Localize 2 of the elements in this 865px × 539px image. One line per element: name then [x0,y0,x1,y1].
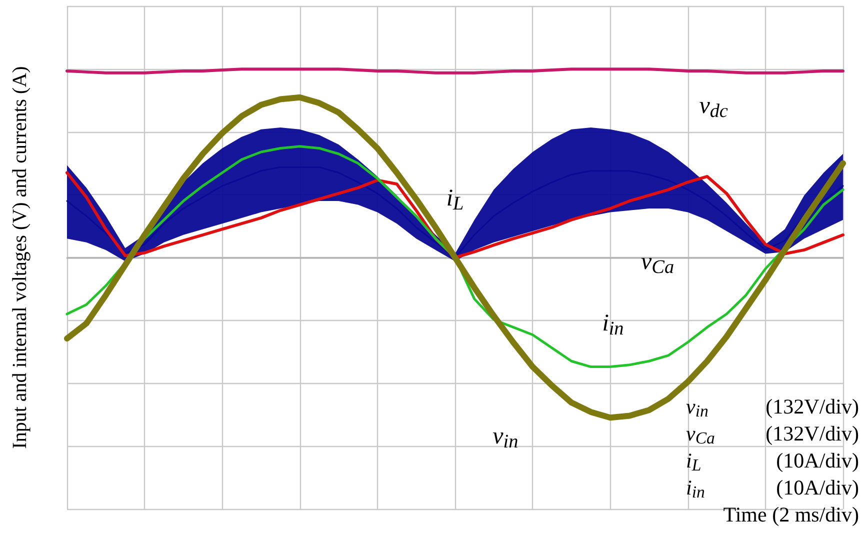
text: Time (2 ms/div) [723,502,860,526]
y-axis-title: Input and internal voltages (V) and currents (A) [9,66,31,449]
